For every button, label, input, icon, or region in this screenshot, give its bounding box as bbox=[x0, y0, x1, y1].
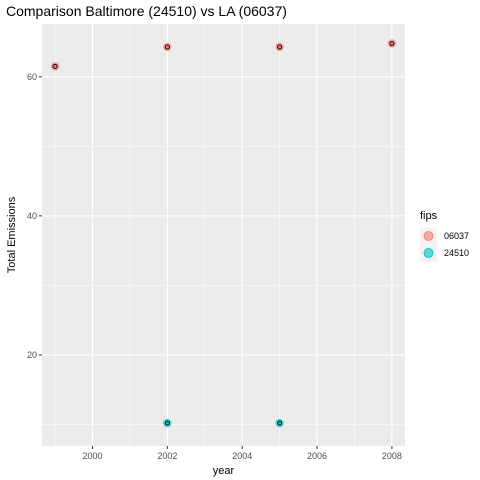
legend: fips 06037 24510 bbox=[420, 210, 469, 262]
data-points bbox=[50, 39, 397, 428]
y-tick-label: 40 bbox=[27, 211, 37, 221]
x-axis-title: year bbox=[213, 465, 235, 477]
minor-gridlines bbox=[42, 24, 405, 446]
major-gridlines bbox=[42, 24, 405, 446]
legend-swatch bbox=[423, 248, 434, 258]
x-tick-label: 2002 bbox=[157, 451, 177, 461]
data-point bbox=[164, 44, 171, 50]
y-tick-labels: 20 40 60 bbox=[27, 72, 37, 360]
x-tick-label: 2004 bbox=[232, 451, 252, 461]
data-point bbox=[276, 44, 283, 50]
y-tick-label: 20 bbox=[27, 350, 37, 360]
axis-ticks bbox=[39, 76, 393, 449]
legend-label: 24510 bbox=[444, 248, 469, 258]
y-axis-title: Total Emissions bbox=[6, 196, 18, 273]
legend-swatch bbox=[423, 231, 434, 241]
legend-label: 06037 bbox=[444, 231, 469, 241]
x-tick-label: 2008 bbox=[382, 451, 402, 461]
x-tick-label: 2006 bbox=[307, 451, 327, 461]
x-tick-labels: 2000 2002 2004 2006 2008 bbox=[83, 451, 402, 461]
legend-title: fips bbox=[420, 210, 438, 222]
data-point bbox=[389, 40, 395, 47]
data-point bbox=[164, 420, 171, 426]
data-point bbox=[276, 420, 283, 426]
data-point bbox=[52, 63, 58, 70]
chart-title: Comparison Baltimore (24510) vs LA (0603… bbox=[6, 3, 287, 19]
plot-panel bbox=[42, 24, 405, 446]
y-tick-label: 60 bbox=[27, 72, 37, 82]
x-tick-label: 2000 bbox=[83, 451, 103, 461]
legend-items: 06037 24510 bbox=[420, 227, 469, 262]
